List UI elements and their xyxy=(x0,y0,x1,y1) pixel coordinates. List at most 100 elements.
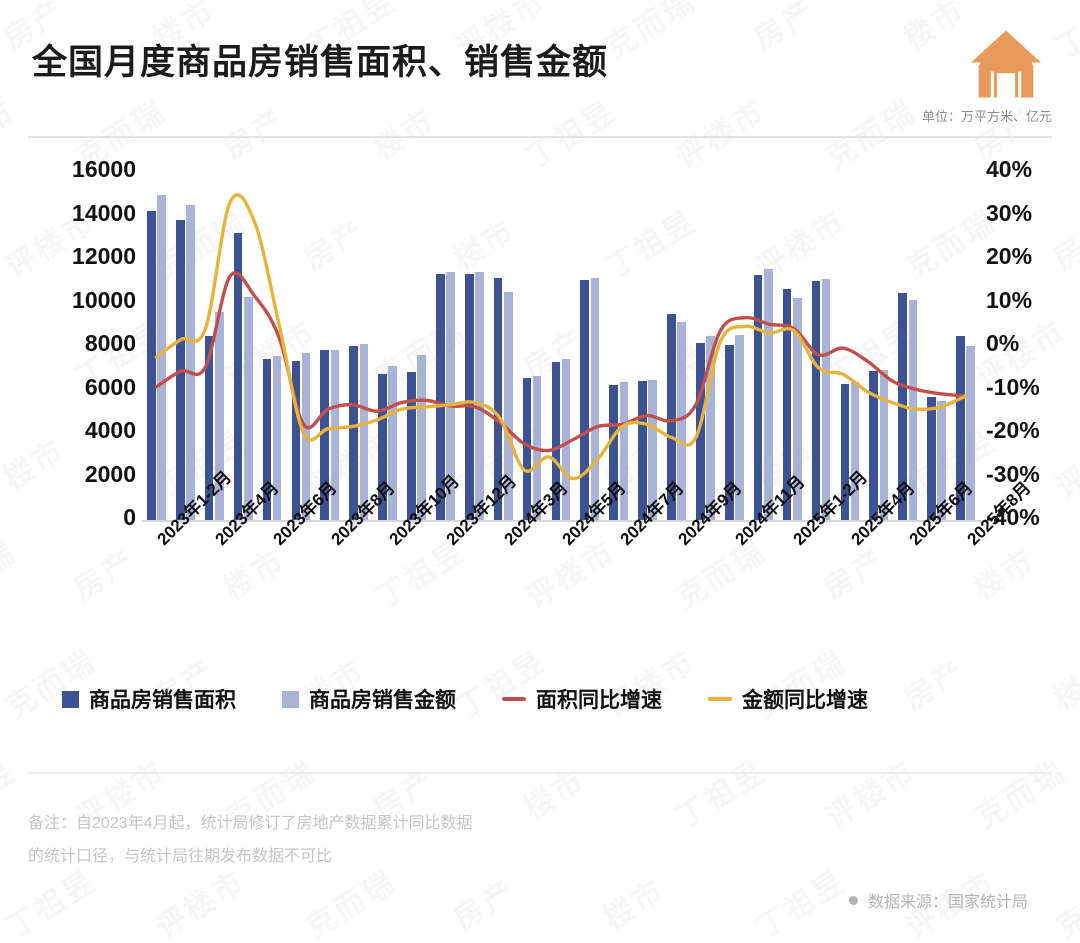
bar-sales-area xyxy=(262,359,272,520)
bar-sales-area xyxy=(522,377,532,520)
bar-sales-area xyxy=(840,384,850,520)
bar-sales-amount xyxy=(330,350,340,520)
bar-sales-area xyxy=(956,336,965,520)
bar-sales-amount xyxy=(879,369,889,520)
y-axis-left-tick: 10000 xyxy=(72,286,136,313)
bar-sales-area xyxy=(927,397,936,520)
bar-sales-amount xyxy=(561,359,571,520)
legend-item[interactable]: 面积同比增速 xyxy=(502,684,662,714)
y-axis-right-tick: -20% xyxy=(986,417,1040,443)
bar-sales-area xyxy=(436,274,445,520)
legend-item[interactable]: 商品房销售面积 xyxy=(62,684,236,714)
unit-label: 单位：万平方米、亿元 xyxy=(921,109,1052,124)
data-source: 数据来源：国家统计局 xyxy=(848,888,1028,912)
bar-sales-area xyxy=(349,346,358,520)
legend-swatch-icon xyxy=(282,690,299,708)
y-axis-right-tick: 20% xyxy=(986,243,1033,269)
bar-sales-amount xyxy=(792,298,802,520)
y-axis-right-tick: -40% xyxy=(986,504,1040,530)
legend-label: 商品房销售面积 xyxy=(89,689,236,712)
y-axis-right-tick: -10% xyxy=(986,373,1040,400)
legend-line-icon xyxy=(502,697,526,701)
y-axis-right-tick: 10% xyxy=(986,286,1033,313)
bar-sales-amount xyxy=(937,401,947,520)
bar-sales-area xyxy=(753,275,763,520)
bar-sales-area xyxy=(204,336,214,520)
bar-sales-amount xyxy=(706,336,715,520)
data-source-text: 数据来源：国家统计局 xyxy=(867,894,1028,911)
y-axis-left-tick: 0 xyxy=(123,504,136,530)
bar-sales-amount xyxy=(850,381,860,520)
line-amount-growth xyxy=(154,193,968,481)
bar-sales-amount xyxy=(504,291,513,520)
line-series-group xyxy=(154,193,968,481)
bar-sales-amount xyxy=(243,297,253,520)
y-axis-right-tick: 0% xyxy=(986,330,1020,356)
line-area-growth xyxy=(154,271,968,453)
bar-sales-amount xyxy=(648,379,658,520)
y-axis-left-tick: 8000 xyxy=(84,330,136,356)
y-axis-left-tick: 16000 xyxy=(72,156,136,182)
legend-line-icon xyxy=(708,697,732,701)
bar-sales-amount xyxy=(590,277,600,520)
bar-sales-amount xyxy=(359,343,369,520)
house-icon xyxy=(971,30,1041,98)
note-line-2: 的统计口径，与统计局往期发布数据不可比 xyxy=(28,847,333,865)
bar-sales-area xyxy=(724,344,734,520)
bar-sales-amount xyxy=(388,365,397,520)
bar-sales-area xyxy=(378,374,387,520)
y-axis-left-tick: 12000 xyxy=(72,243,136,269)
bar-sales-amount xyxy=(677,322,686,520)
y-axis-left-tick: 14000 xyxy=(72,199,136,226)
footer-divider xyxy=(28,772,1052,774)
bar-sales-area xyxy=(609,385,618,520)
bar-sales-amount xyxy=(272,355,282,520)
bar-sales-area xyxy=(811,280,821,520)
bar-sales-area xyxy=(551,362,561,520)
note-line-1: 备注：自2023年4月起，统计局修订了房地产数据累计同比数据 xyxy=(28,815,473,832)
bar-sales-amount xyxy=(417,354,426,520)
bar-sales-amount xyxy=(157,194,166,520)
bar-sales-area xyxy=(696,342,705,520)
y-axis-left-tick: 6000 xyxy=(84,373,136,400)
chart-note: 备注：自2023年4月起，统计局修订了房地产数据累计同比数据 的统计口径，与统计… xyxy=(28,808,708,874)
bar-sales-amount xyxy=(475,272,484,520)
bar-sales-area xyxy=(869,371,879,520)
legend-swatch-icon xyxy=(62,690,79,708)
header: 全国月度商品房销售面积、销售金额 单位：万平方米、亿元 xyxy=(0,0,1080,142)
y-axis-right-tick: 30% xyxy=(986,199,1033,226)
bar-sales-area xyxy=(407,372,416,520)
bar-sales-amount xyxy=(446,272,455,520)
legend-label: 面积同比增速 xyxy=(536,689,662,712)
legend-item[interactable]: 商品房销售金额 xyxy=(282,684,456,714)
bar-sales-area xyxy=(320,350,330,520)
legend-item[interactable]: 金额同比增速 xyxy=(708,684,868,714)
legend-label: 金额同比增速 xyxy=(742,689,868,712)
x-axis-line xyxy=(142,520,982,522)
bar-sales-area xyxy=(291,360,301,520)
bar-sales-amount xyxy=(735,335,744,520)
bar-sales-area xyxy=(782,289,792,520)
bar-sales-area xyxy=(147,211,156,520)
bullet-dot-icon xyxy=(848,895,858,905)
bar-sales-area xyxy=(493,277,503,520)
page-title: 全国月度商品房销售面积、销售金额 xyxy=(32,43,609,82)
bar-sales-amount xyxy=(821,278,831,520)
bar-sales-area xyxy=(233,232,243,520)
header-divider xyxy=(28,136,1052,138)
y-axis-right-tick: -30% xyxy=(986,460,1040,487)
legend-label: 商品房销售金额 xyxy=(309,689,456,712)
chart-legend: 商品房销售面积 商品房销售金额 面积同比增速 金额同比增速 xyxy=(0,682,1080,716)
bar-sales-amount xyxy=(966,346,975,520)
y-axis-left-tick: 2000 xyxy=(84,460,136,487)
bar-sales-amount xyxy=(186,204,195,520)
bar-sales-area xyxy=(464,274,474,520)
plot-area xyxy=(142,172,980,520)
y-axis-right-tick: 40% xyxy=(986,156,1033,182)
y-axis-left-tick: 4000 xyxy=(84,417,136,443)
bar-sales-area xyxy=(638,380,647,520)
bar-sales-amount xyxy=(215,312,224,520)
bar-sales-amount xyxy=(764,268,773,520)
chart: 2023年1-2月 2023年4月 2023年6月 2023年8月 2023年10月 20… xyxy=(0,150,1080,670)
bar-sales-area xyxy=(667,314,676,520)
